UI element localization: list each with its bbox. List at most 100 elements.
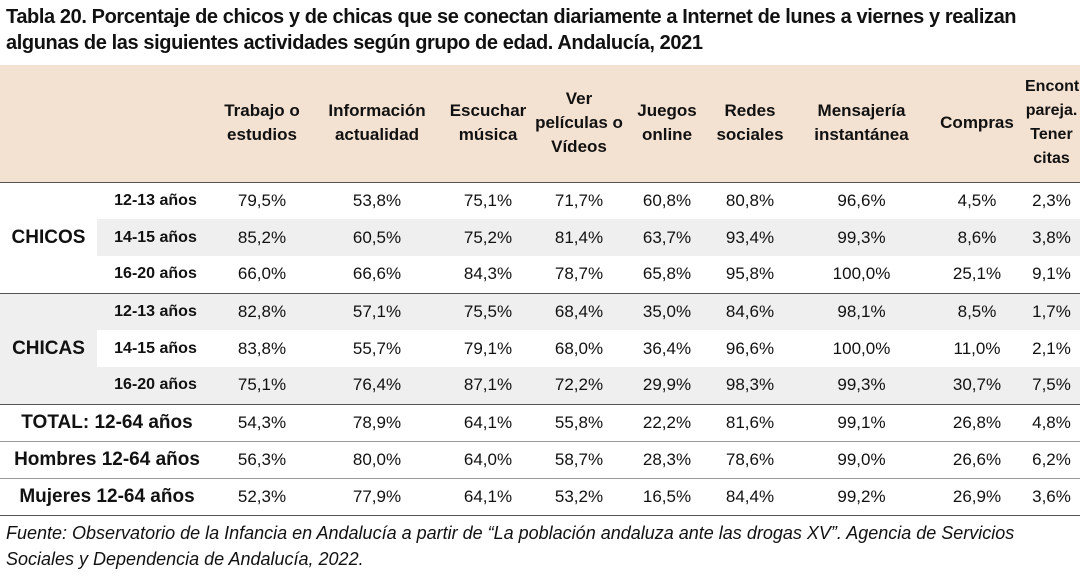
bottom-rule <box>0 515 1080 516</box>
table-cell: 26,8% <box>931 403 1023 441</box>
table-cell: 80,8% <box>708 181 792 219</box>
table-cell: 99,3% <box>792 219 931 256</box>
table-row: 16-20 años 66,0% 66,6% 84,3% 78,7% 65,8%… <box>0 256 1080 293</box>
table-cell: 56,3% <box>214 440 310 478</box>
table-cell: 100,0% <box>832 338 891 358</box>
table-cell: 68,4% <box>532 292 626 330</box>
table-cell: 2,1% <box>1032 338 1071 358</box>
total-label: Mujeres 12-64 años <box>0 477 214 515</box>
table-row: 14-15 años 83,8% 55,7% 79,1% 68,0% 36,4%… <box>0 330 1080 367</box>
table-cell: 22,2% <box>626 403 708 441</box>
column-header: Escuchar música <box>444 65 532 182</box>
table-cell: 2,3% <box>1023 181 1080 219</box>
table-cell: 99,0% <box>792 440 931 478</box>
table-cell: 35,0% <box>626 292 708 330</box>
table-row: 14-15 años 85,2% 60,5% 75,2% 81,4% 63,7%… <box>0 219 1080 256</box>
table-cell: 68,0% <box>554 338 604 358</box>
table-row: CHICOS 12-13 años 79,5% 53,8% 75,1% 71,7… <box>0 181 1080 293</box>
table-cell: 71,7% <box>532 181 626 219</box>
column-header: Juegos online <box>626 65 708 182</box>
table-cell: 26,9% <box>931 477 1023 515</box>
table-cell: 66,0% <box>237 264 287 284</box>
table-cell: 7,5% <box>1023 367 1080 404</box>
table-cell: 26,6% <box>931 440 1023 478</box>
table-cell: 8,6% <box>931 219 1023 256</box>
table-cell: 52,3% <box>214 477 310 515</box>
table-cell: 1,7% <box>1023 292 1080 330</box>
table-cell: 63,7% <box>626 219 708 256</box>
table-cell: 99,2% <box>792 477 931 515</box>
age-label: 12-13 años <box>97 292 214 330</box>
table-cell: 30,7% <box>931 367 1023 404</box>
table-cell: 99,1% <box>792 403 931 441</box>
column-header: Ver películas o Vídeos <box>532 65 626 182</box>
table-cell: 8,5% <box>931 292 1023 330</box>
table-cell: 95,8% <box>725 264 775 284</box>
table-cell: 93,4% <box>708 219 792 256</box>
total-label: Hombres 12-64 años <box>0 440 214 478</box>
table-cell: 96,6% <box>792 181 931 219</box>
column-header: Trabajo o estudios <box>214 65 310 182</box>
table-cell: 58,7% <box>532 440 626 478</box>
column-header: Encontrar pareja. Tener citas <box>1023 65 1080 182</box>
table-cell: 79,5% <box>214 181 310 219</box>
table-row: TOTAL: 12-64 años 54,3% 78,9% 64,1% 55,8… <box>0 403 1080 441</box>
table-cell: 4,5% <box>931 181 1023 219</box>
table-cell: 100,0% <box>832 264 891 284</box>
table-cell: 96,6% <box>725 338 775 358</box>
table-cell: 98,1% <box>792 292 931 330</box>
group-label: CHICOS <box>0 181 97 293</box>
table-cell: 77,9% <box>310 477 444 515</box>
table-cell: 11,0% <box>953 338 1001 358</box>
table-cell: 53,2% <box>532 477 626 515</box>
table-cell: 72,2% <box>532 367 626 404</box>
age-label: 16-20 años <box>97 367 214 404</box>
table-cell: 80,0% <box>310 440 444 478</box>
column-header: Compras <box>931 65 1023 182</box>
table-cell: 82,8% <box>214 292 310 330</box>
table-cell: 75,5% <box>444 292 532 330</box>
table-row: CHICAS 12-13 años 82,8% 57,1% 75,5% 68,4… <box>0 292 1080 404</box>
table-cell: 99,3% <box>792 367 931 404</box>
table-cell: 79,1% <box>463 338 513 358</box>
header-blank <box>0 65 214 182</box>
table-title: Tabla 20. Porcentaje de chicos y de chic… <box>6 6 1017 54</box>
table-cell: 84,3% <box>463 264 513 284</box>
table-cell: 84,6% <box>708 292 792 330</box>
table-cell: 25,1% <box>952 264 1002 284</box>
table-cell: 4,8% <box>1023 403 1080 441</box>
table-cell: 55,7% <box>352 338 402 358</box>
table-cell: 55,8% <box>532 403 626 441</box>
table-cell: 66,6% <box>352 264 402 284</box>
table-cell: 76,4% <box>310 367 444 404</box>
table-cell: 75,1% <box>214 367 310 404</box>
table-cell: 28,3% <box>626 440 708 478</box>
total-label: TOTAL: 12-64 años <box>0 403 214 441</box>
table-cell: 83,8% <box>237 338 287 358</box>
table-row: Mujeres 12-64 años 52,3% 77,9% 64,1% 53,… <box>0 477 1080 515</box>
table-cell: 98,3% <box>708 367 792 404</box>
column-header: Redes sociales <box>708 65 792 182</box>
table-cell: 60,8% <box>626 181 708 219</box>
data-table: Trabajo o estudios Información actualida… <box>0 65 1080 515</box>
table-cell: 54,3% <box>214 403 310 441</box>
age-label: 16-20 años <box>114 265 197 283</box>
table-cell: 78,6% <box>708 440 792 478</box>
age-label: 14-15 años <box>97 219 214 256</box>
table-cell: 75,1% <box>444 181 532 219</box>
table-cell: 29,9% <box>626 367 708 404</box>
table-cell: 53,8% <box>310 181 444 219</box>
table-cell: 64,1% <box>444 403 532 441</box>
table-cell: 36,4% <box>642 338 692 358</box>
table-cell: 84,4% <box>708 477 792 515</box>
age-label: 14-15 años <box>114 339 197 357</box>
table-cell: 78,9% <box>310 403 444 441</box>
table-cell: 75,2% <box>444 219 532 256</box>
table-cell: 78,7% <box>554 264 604 284</box>
group-label: CHICAS <box>0 292 97 404</box>
table-cell: 87,1% <box>444 367 532 404</box>
table-cell: 3,8% <box>1023 219 1080 256</box>
table-cell: 64,1% <box>444 477 532 515</box>
source-note: Fuente: Observatorio de la Infancia en A… <box>6 523 1015 569</box>
table-cell: 64,0% <box>444 440 532 478</box>
